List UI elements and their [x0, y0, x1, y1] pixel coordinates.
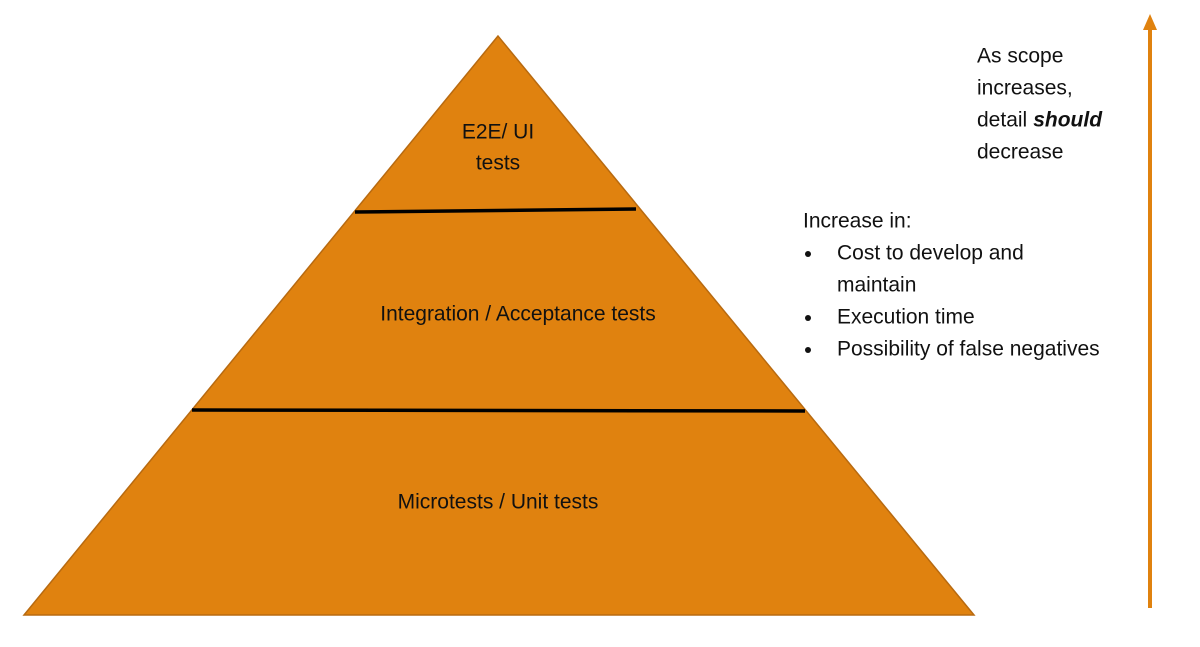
list-heading: Increase in: [803, 210, 912, 233]
bullet [805, 251, 811, 257]
scope-note-emphasis: should [1033, 109, 1103, 132]
scope-note: decrease [977, 141, 1063, 164]
list: Cost to develop and maintain Execution tim… [805, 242, 1100, 361]
layer-label: Microtests / Unit tests [398, 491, 599, 514]
scope-note: detail [977, 109, 1027, 132]
bullet [805, 315, 811, 321]
scope-arrow-head [1143, 14, 1157, 30]
layer-label: Integration / Acceptance tests [380, 303, 656, 326]
layer-divider [354, 207, 637, 214]
scope-note: As scope [977, 45, 1063, 68]
layer-divider [191, 408, 806, 413]
layer-label: tests [476, 152, 520, 175]
scope-note: increases, [977, 77, 1073, 100]
pyramid [22, 34, 976, 616]
list-item: Possibility of false negatives [837, 338, 1100, 361]
bullet [805, 347, 811, 353]
layer-label: E2E/ UI [462, 121, 534, 144]
list-item: Cost to develop and [837, 242, 1024, 265]
list-item: Execution time [837, 306, 975, 329]
list-item: maintain [837, 274, 916, 297]
